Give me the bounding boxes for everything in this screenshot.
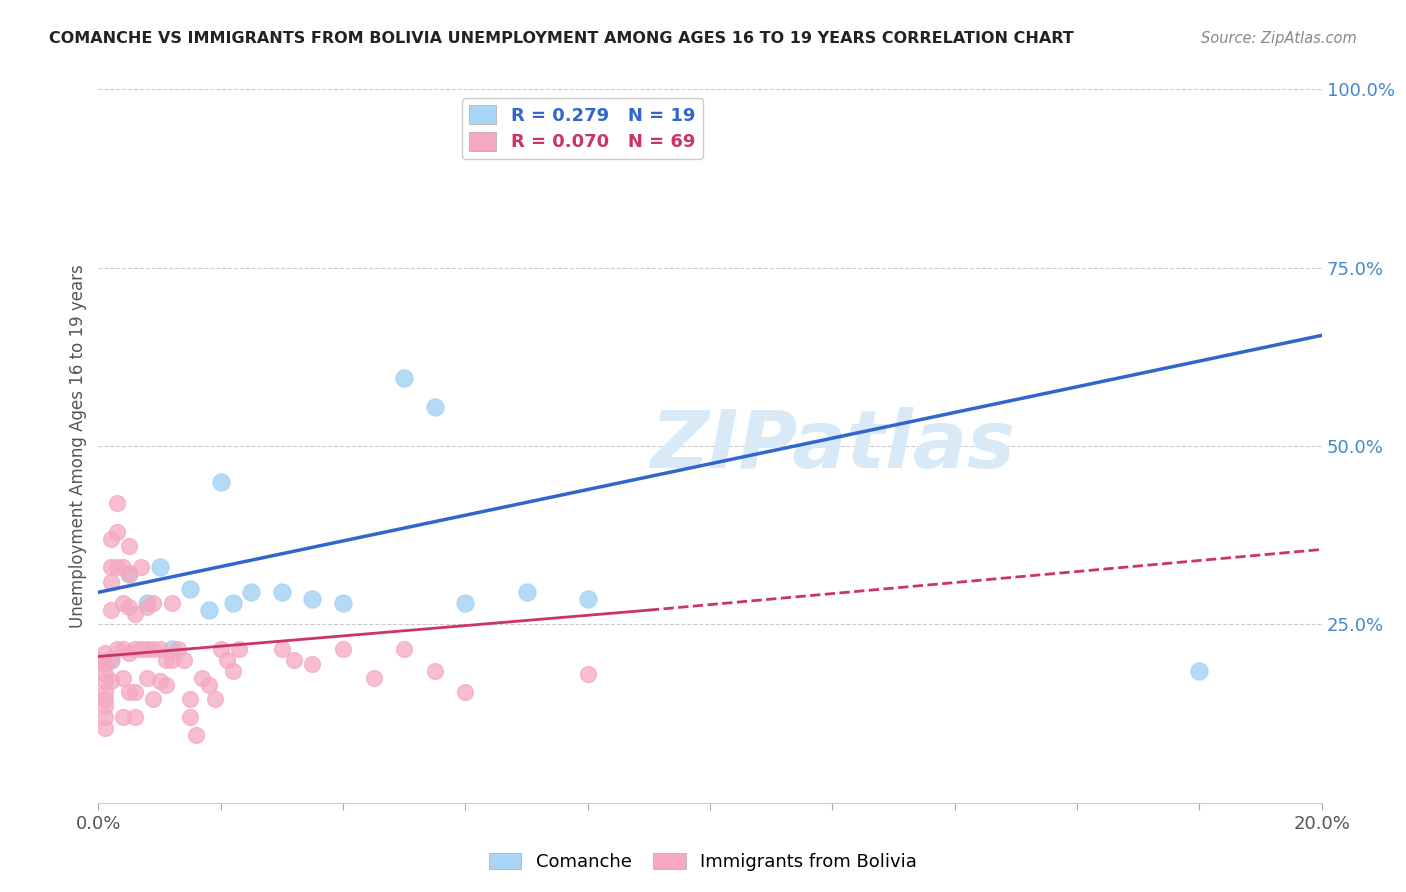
Point bbox=[173, 653, 195, 667]
Point bbox=[93, 692, 115, 706]
Point bbox=[142, 692, 165, 706]
Point bbox=[111, 596, 134, 610]
Point bbox=[100, 560, 122, 574]
Point bbox=[87, 653, 110, 667]
Point bbox=[111, 560, 134, 574]
Point bbox=[93, 710, 115, 724]
Point bbox=[93, 657, 115, 671]
Point bbox=[209, 475, 232, 489]
Legend: Comanche, Immigrants from Bolivia: Comanche, Immigrants from Bolivia bbox=[482, 846, 924, 879]
Point bbox=[149, 560, 172, 574]
Point bbox=[118, 599, 141, 614]
Point bbox=[105, 496, 128, 510]
Y-axis label: Unemployment Among Ages 16 to 19 years: Unemployment Among Ages 16 to 19 years bbox=[69, 264, 87, 628]
Point bbox=[136, 671, 159, 685]
Text: ZIPatlas: ZIPatlas bbox=[650, 407, 1015, 485]
Point bbox=[160, 642, 183, 657]
Point bbox=[155, 653, 177, 667]
Point bbox=[222, 596, 245, 610]
Text: Source: ZipAtlas.com: Source: ZipAtlas.com bbox=[1201, 31, 1357, 46]
Point bbox=[222, 664, 245, 678]
Point bbox=[332, 596, 354, 610]
Point bbox=[111, 710, 134, 724]
Point bbox=[105, 524, 128, 539]
Point bbox=[301, 592, 323, 607]
Point bbox=[100, 574, 122, 589]
Point bbox=[392, 642, 416, 657]
Point bbox=[516, 585, 538, 599]
Point bbox=[197, 678, 219, 692]
Point bbox=[100, 603, 122, 617]
Point bbox=[124, 607, 146, 621]
Point bbox=[240, 585, 263, 599]
Point bbox=[454, 596, 477, 610]
Point bbox=[93, 646, 115, 660]
Point bbox=[149, 674, 172, 689]
Point bbox=[136, 596, 159, 610]
Point bbox=[93, 685, 115, 699]
Point bbox=[155, 678, 177, 692]
Point bbox=[167, 642, 190, 657]
Point bbox=[93, 674, 115, 689]
Point bbox=[204, 692, 226, 706]
Point bbox=[179, 692, 201, 706]
Point bbox=[270, 642, 292, 657]
Point bbox=[136, 599, 159, 614]
Point bbox=[270, 585, 292, 599]
Point bbox=[576, 667, 599, 681]
Point bbox=[1188, 664, 1211, 678]
Point bbox=[209, 642, 232, 657]
Point bbox=[423, 400, 446, 414]
Point bbox=[454, 685, 477, 699]
Point bbox=[215, 653, 238, 667]
Point bbox=[124, 710, 146, 724]
Point bbox=[129, 560, 152, 574]
Point bbox=[332, 642, 354, 657]
Point bbox=[392, 371, 416, 385]
Point bbox=[129, 642, 152, 657]
Point bbox=[111, 671, 134, 685]
Point bbox=[124, 642, 146, 657]
Point bbox=[105, 642, 128, 657]
Point bbox=[160, 653, 183, 667]
Point bbox=[118, 567, 141, 582]
Point bbox=[105, 560, 128, 574]
Point bbox=[100, 674, 122, 689]
Point bbox=[111, 642, 134, 657]
Point bbox=[186, 728, 208, 742]
Legend: R = 0.279   N = 19, R = 0.070   N = 69: R = 0.279 N = 19, R = 0.070 N = 69 bbox=[463, 98, 703, 159]
Point bbox=[363, 671, 385, 685]
Point bbox=[100, 532, 122, 546]
Point bbox=[191, 671, 214, 685]
Point bbox=[118, 539, 141, 553]
Point bbox=[93, 699, 115, 714]
Point bbox=[93, 667, 115, 681]
Point bbox=[118, 567, 141, 582]
Point bbox=[179, 710, 201, 724]
Point bbox=[118, 685, 141, 699]
Text: COMANCHE VS IMMIGRANTS FROM BOLIVIA UNEMPLOYMENT AMONG AGES 16 TO 19 YEARS CORRE: COMANCHE VS IMMIGRANTS FROM BOLIVIA UNEM… bbox=[49, 31, 1074, 46]
Point bbox=[118, 646, 141, 660]
Point bbox=[136, 642, 159, 657]
Point bbox=[197, 603, 219, 617]
Point bbox=[423, 664, 446, 678]
Point bbox=[179, 582, 201, 596]
Point bbox=[124, 685, 146, 699]
Point bbox=[142, 642, 165, 657]
Point bbox=[142, 596, 165, 610]
Point bbox=[228, 642, 250, 657]
Point bbox=[576, 592, 599, 607]
Point bbox=[283, 653, 305, 667]
Point bbox=[100, 653, 122, 667]
Point bbox=[93, 721, 115, 735]
Point bbox=[149, 642, 172, 657]
Point bbox=[100, 653, 122, 667]
Point bbox=[160, 596, 183, 610]
Point bbox=[301, 657, 323, 671]
